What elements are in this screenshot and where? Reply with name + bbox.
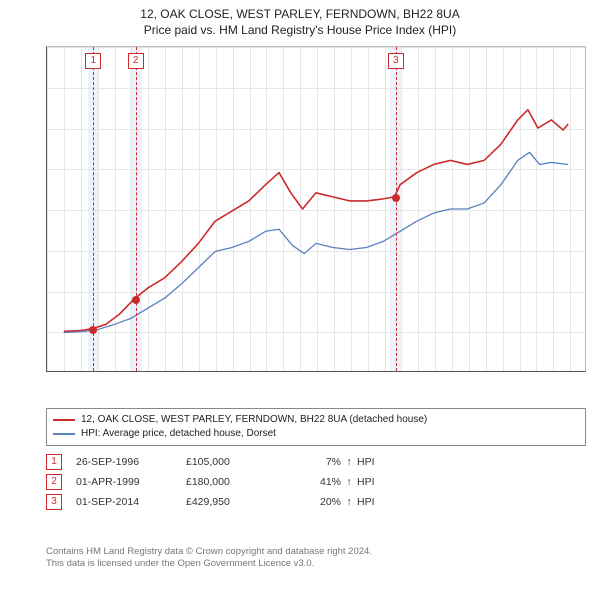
chart-title-block: 12, OAK CLOSE, WEST PARLEY, FERNDOWN, BH… (0, 0, 600, 38)
event-pct: 20% (281, 496, 341, 508)
chart-title-line1: 12, OAK CLOSE, WEST PARLEY, FERNDOWN, BH… (0, 6, 600, 22)
x-axis-tick-label: 2017 (431, 371, 444, 372)
event-vs-label: HPI (357, 476, 375, 488)
x-axis-tick-label: 2021 (499, 371, 512, 372)
event-flag: 3 (388, 53, 404, 69)
x-axis-tick-label: 2004 (212, 371, 225, 372)
x-axis-tick-label: 2015 (397, 371, 410, 372)
legend-swatch (53, 419, 75, 421)
event-table-row: 2 01-APR-1999£180,00041%↑HPI (46, 472, 375, 492)
x-axis-tick-label: 2007 (262, 371, 275, 372)
x-axis-tick-label: 2005 (229, 371, 242, 372)
event-table-row: 3 01-SEP-2014£429,95020%↑HPI (46, 492, 375, 512)
plot-area: £0£100K£200K£300K£400K£500K£600K£700K£80… (46, 46, 586, 372)
event-vs-label: HPI (357, 456, 375, 468)
legend-box: 12, OAK CLOSE, WEST PARLEY, FERNDOWN, BH… (46, 408, 586, 446)
series-line-1 (64, 152, 568, 332)
x-axis-tick-label: 2009 (296, 371, 309, 372)
x-axis-tick-label: 1997 (94, 371, 107, 372)
legend-label: 12, OAK CLOSE, WEST PARLEY, FERNDOWN, BH… (81, 413, 427, 427)
event-date: 26-SEP-1996 (76, 456, 186, 468)
event-table-flag: 1 (46, 454, 62, 470)
event-date: 01-APR-1999 (76, 476, 186, 488)
x-axis-tick-label: 2012 (347, 371, 360, 372)
chart-title-line2: Price paid vs. HM Land Registry's House … (0, 22, 600, 38)
event-marker (132, 296, 140, 304)
arrow-up-icon: ↑ (341, 456, 357, 468)
event-vs-label: HPI (357, 496, 375, 508)
x-axis-tick-label: 2000 (144, 371, 157, 372)
x-axis-tick-label: 2006 (246, 371, 259, 372)
x-axis-tick-label: 2002 (178, 371, 191, 372)
series-svg (47, 47, 585, 371)
x-axis-tick-label: 2020 (482, 371, 495, 372)
event-line (93, 47, 94, 371)
x-axis-tick-label: 2019 (465, 371, 478, 372)
legend-row: HPI: Average price, detached house, Dors… (53, 427, 579, 441)
x-axis-tick-label: 2010 (313, 371, 326, 372)
event-date: 01-SEP-2014 (76, 496, 186, 508)
event-price: £180,000 (186, 476, 281, 488)
footer-line1: Contains HM Land Registry data © Crown c… (46, 546, 372, 558)
x-axis-tick-label: 2025 (566, 371, 579, 372)
arrow-up-icon: ↑ (341, 496, 357, 508)
legend-swatch (53, 433, 75, 435)
event-marker (89, 326, 97, 334)
event-marker (392, 194, 400, 202)
x-axis-tick-label: 2011 (330, 371, 343, 372)
event-table-flag: 2 (46, 474, 62, 490)
x-axis-tick-label: 2014 (381, 371, 394, 372)
x-axis-tick-label: 2016 (414, 371, 427, 372)
x-axis-tick-label: 2001 (161, 371, 174, 372)
x-axis-tick-label: 2008 (279, 371, 292, 372)
x-axis-tick-label: 2022 (516, 371, 529, 372)
footer-line2: This data is licensed under the Open Gov… (46, 558, 372, 570)
x-axis-tick-label: 1995 (60, 371, 73, 372)
legend-label: HPI: Average price, detached house, Dors… (81, 427, 276, 441)
x-axis-tick-label: 1998 (111, 371, 124, 372)
event-table: 126-SEP-1996£105,0007%↑HPI201-APR-1999£1… (46, 452, 375, 512)
x-axis-tick-label: 2024 (549, 371, 562, 372)
event-pct: 7% (281, 456, 341, 468)
arrow-up-icon: ↑ (341, 476, 357, 488)
x-axis-tick-label: 1999 (127, 371, 140, 372)
x-axis-tick-label: 2018 (448, 371, 461, 372)
legend-row: 12, OAK CLOSE, WEST PARLEY, FERNDOWN, BH… (53, 413, 579, 427)
chart-container: 12, OAK CLOSE, WEST PARLEY, FERNDOWN, BH… (0, 0, 600, 590)
event-pct: 41% (281, 476, 341, 488)
event-price: £429,950 (186, 496, 281, 508)
event-table-flag: 3 (46, 494, 62, 510)
event-line (136, 47, 137, 371)
event-line (396, 47, 397, 371)
footer-attribution: Contains HM Land Registry data © Crown c… (46, 546, 372, 571)
x-axis-tick-label: 1994 (46, 371, 56, 372)
x-axis-tick-label: 2003 (195, 371, 208, 372)
event-price: £105,000 (186, 456, 281, 468)
x-axis-tick-label: 2013 (364, 371, 377, 372)
event-flag: 2 (128, 53, 144, 69)
x-axis-tick-label: 2023 (532, 371, 545, 372)
x-axis-tick-label: 1996 (77, 371, 90, 372)
event-table-row: 1 26-SEP-1996£105,0007%↑HPI (46, 452, 375, 472)
event-flag: 1 (85, 53, 101, 69)
